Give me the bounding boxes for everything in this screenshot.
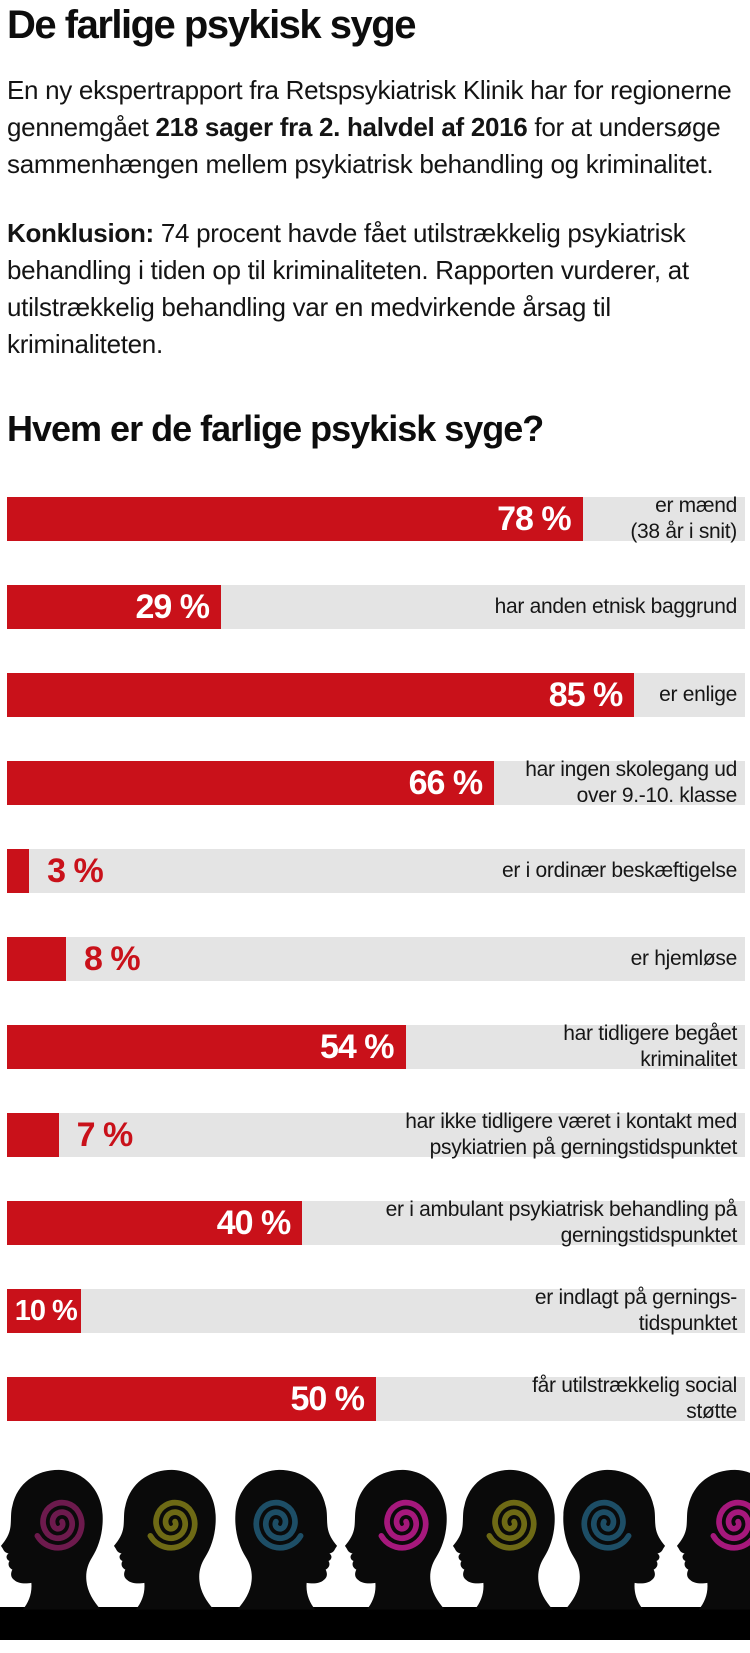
page-title: De farlige psykisk syge (7, 3, 416, 47)
value-label: 10 % (14, 1295, 78, 1327)
bar (7, 937, 67, 981)
base-band (0, 1607, 750, 1640)
bar (7, 1377, 376, 1421)
category-label: er i ordinær beskæftigelse (502, 859, 737, 882)
bar (7, 1201, 303, 1245)
bar-row: 7 % har ikke tidligere været i kontakt me… (7, 1110, 745, 1159)
bar (7, 849, 30, 893)
bar-row: 54 % har tidligere begået kriminalitet (7, 1022, 745, 1071)
category-label: er hjemløse (630, 947, 738, 970)
value-label: 29 % (135, 588, 211, 626)
head-2 (114, 1470, 216, 1610)
value-label: 3 % (47, 852, 104, 890)
category-label: får utilstrækkelig social støtte (532, 1374, 737, 1423)
value-label: 85 % (548, 676, 624, 714)
bar (7, 673, 635, 717)
category-label: er indlagt på gernings- tidspunktet (534, 1286, 737, 1335)
category-label: er i ambulant psykiatrisk behandling på … (385, 1198, 738, 1247)
value-label: 66 % (408, 764, 484, 802)
value-label: 50 % (290, 1380, 366, 1418)
head-4 (345, 1470, 447, 1610)
bar (7, 585, 222, 629)
bar-row: 85 % er enlige (7, 673, 745, 717)
heads-illustration (0, 1465, 750, 1640)
category-label: har ingen skolegang ud over 9.-10. klass… (525, 758, 737, 807)
head-1 (1, 1470, 103, 1610)
chart-heading: Hvem er de farlige psykisk syge? (7, 408, 544, 449)
value-label: 7 % (76, 1116, 134, 1154)
value-label: 8 % (84, 940, 141, 978)
category-label: er enlige (659, 683, 737, 706)
category-label: har anden etnisk baggrund (494, 595, 738, 618)
bar-row: 3 % er i ordinær beskæftigelse (7, 849, 745, 893)
head-5 (453, 1470, 555, 1610)
bar-row: 66 % har ingen skolegang ud over 9.-10. k… (7, 758, 745, 807)
conclusion-paragraph: Konklusion: 74 procent havde fået utilst… (7, 215, 742, 363)
bar (7, 1113, 59, 1157)
head-7 (677, 1470, 750, 1610)
category-label: har ikke tidligere været i kontakt med p… (405, 1110, 737, 1159)
bar-row: 8 % er hjemløse (7, 937, 745, 981)
value-label: 40 % (216, 1204, 292, 1242)
text: for at undersøge sammenhængen mellem psy… (7, 112, 721, 179)
bar-row: 40 % er i ambulant psykiatrisk behandling… (7, 1198, 745, 1247)
bar-row: 10 % er indlagt på gernings- tidspunktet (7, 1286, 745, 1335)
bar-row: 29 % har anden etnisk baggrund (7, 585, 745, 629)
bar (7, 1025, 406, 1069)
bar-row: 50 % får utilstrækkelig social støtte (7, 1374, 745, 1423)
bar (7, 761, 495, 805)
value-label: 78 % (497, 500, 571, 538)
bold-text: Konklusion: (7, 218, 161, 248)
bar (7, 1289, 81, 1333)
value-label: 54 % (320, 1028, 394, 1066)
bold-text: 218 sager fra 2. halvdel af 2016 (155, 112, 528, 142)
text: 74 procent havde fået utilstrækkelig psy… (7, 218, 689, 359)
bar (7, 497, 583, 541)
category-label: er mænd (38 år i snit) (630, 494, 737, 543)
head-6 (563, 1470, 665, 1610)
bar-chart: 78 % er mænd (38 år i snit) 29 % har anden … (0, 494, 750, 1423)
head-3 (235, 1470, 337, 1610)
bar-row: 78 % er mænd (38 år i snit) (7, 494, 745, 543)
category-label: har tidligere begået kriminalitet (563, 1022, 737, 1071)
intro-paragraph: En ny ekspertrapport fra Retspsykiatrisk… (7, 72, 742, 183)
text: En ny ekspertrapport fra Retspsykiatrisk… (7, 75, 732, 142)
